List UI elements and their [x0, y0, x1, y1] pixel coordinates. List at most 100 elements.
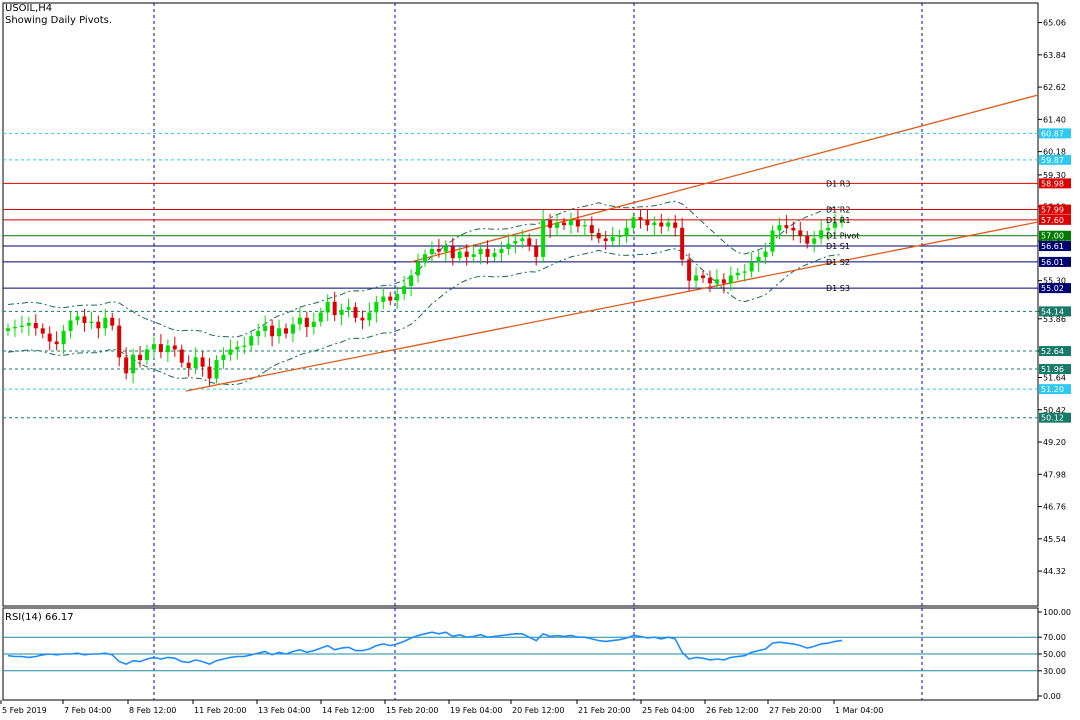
candle-body [75, 316, 80, 321]
candle [19, 315, 24, 334]
candle-body [12, 326, 17, 329]
candle [75, 311, 80, 326]
candle [652, 216, 657, 236]
candle [499, 241, 504, 262]
candle-body [638, 217, 643, 220]
candle-body [680, 227, 685, 260]
level-price-tag-1-bg [1039, 154, 1071, 165]
candle-body [631, 217, 636, 228]
candle-body [277, 328, 282, 337]
main-chart-frame [2, 2, 1039, 607]
candle [221, 347, 226, 369]
candle [179, 344, 184, 368]
candle-body [833, 222, 838, 228]
candle [492, 248, 497, 262]
candle-body [339, 309, 344, 316]
rsi-tick-label: 70.00 [1043, 633, 1066, 642]
rsi-line [7, 631, 843, 665]
price-tick-label: 62.62 [1043, 83, 1066, 92]
candle [138, 346, 143, 368]
candle [541, 209, 546, 263]
candle [193, 347, 198, 375]
pivot-label-6: D1 S3 [826, 284, 850, 293]
time-tick-label: 14 Feb 12:00 [322, 706, 374, 715]
time-tick-label: 19 Feb 04:00 [450, 706, 502, 715]
candle [819, 220, 824, 245]
pivot-price-tag-0-bg [1039, 178, 1071, 189]
candle-body [443, 246, 448, 252]
candle-body [124, 357, 129, 374]
upper-trendline [410, 94, 1039, 263]
candle-body [200, 357, 205, 367]
candle-body [624, 227, 629, 236]
candle-body [40, 328, 45, 334]
candle [812, 230, 817, 253]
candle-body [659, 222, 664, 227]
lower-trendline [185, 221, 1039, 392]
pivot-label-1: D1 R2 [826, 206, 850, 215]
candle-body [450, 246, 455, 259]
candle [534, 238, 539, 266]
level-price-tag-2: 54.14 [1041, 307, 1064, 316]
candle-body [714, 279, 719, 284]
candle [263, 315, 268, 338]
candle [339, 303, 344, 326]
candle [332, 291, 337, 322]
candle-body [221, 354, 226, 361]
candle [277, 319, 282, 344]
candle-body [819, 230, 824, 239]
candle [548, 213, 553, 238]
candle-body [721, 279, 726, 284]
candle [575, 209, 580, 233]
candle [235, 340, 240, 360]
candle-body [304, 317, 309, 327]
level-price-tag-5: 51.20 [1041, 385, 1064, 394]
candle [158, 334, 163, 359]
candle-body [416, 262, 421, 276]
candle [89, 311, 94, 330]
candle [721, 273, 726, 294]
candle [471, 244, 476, 263]
candle [172, 336, 177, 357]
candle-body [575, 219, 580, 227]
candle-body [270, 325, 275, 337]
candle-body [207, 366, 212, 379]
candle [284, 323, 288, 339]
time-tick-label: 8 Feb 12:00 [129, 706, 176, 715]
rsi-tick-label: 100.00 [1043, 608, 1071, 617]
candle [610, 227, 615, 248]
candle-body [172, 345, 177, 350]
candle-body [402, 285, 407, 294]
candle [562, 217, 566, 230]
level-price-tag-6: 50.12 [1041, 414, 1064, 423]
candle-body [395, 293, 400, 301]
candle [200, 351, 205, 377]
candle-body [19, 325, 24, 327]
candle [82, 308, 87, 332]
candle-body [548, 219, 553, 228]
candle-body [388, 296, 393, 301]
pivot-price-tag-5: 56.01 [1041, 258, 1064, 267]
pivot-price-tag-4: 56.61 [1041, 242, 1064, 251]
candle-body [61, 330, 66, 345]
level-price-tag-4: 51.96 [1041, 365, 1064, 374]
level-price-tag-2-bg [1039, 306, 1071, 317]
time-tick-label: 26 Feb 12:00 [706, 706, 758, 715]
candle-body [311, 321, 316, 327]
candle [798, 221, 803, 244]
candle-body [151, 344, 156, 350]
candle [694, 266, 699, 289]
candle-body [117, 325, 122, 358]
candle-body [457, 251, 462, 259]
time-tick-label: 1 Mar 04:00 [835, 706, 883, 715]
candle [763, 242, 768, 265]
chart-symbol-title: USOIL,H4 [5, 3, 53, 14]
candle [242, 336, 247, 355]
candle [701, 270, 705, 283]
candle [638, 209, 643, 229]
candle [624, 219, 629, 244]
candle [645, 209, 650, 232]
candle [33, 314, 38, 336]
candle [346, 298, 351, 318]
